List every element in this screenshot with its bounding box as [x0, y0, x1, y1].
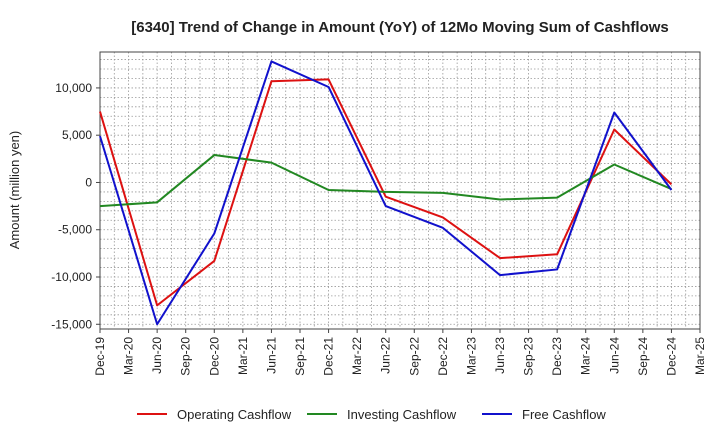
x-tick-label: Dec-22 — [436, 337, 450, 376]
x-tick-label: Mar-23 — [464, 337, 478, 375]
chart-title: [6340] Trend of Change in Amount (YoY) o… — [131, 19, 669, 36]
y-tick-label: -10,000 — [51, 270, 92, 284]
x-tick-label: Jun-21 — [264, 337, 278, 374]
x-tick-label: Dec-23 — [550, 337, 564, 376]
series-line-investing-cashflow — [99, 154, 672, 208]
series-lines — [99, 60, 673, 326]
x-tick-label: Sep-21 — [293, 337, 307, 376]
x-tick-label: Mar-25 — [693, 337, 707, 375]
x-tick-label: Sep-22 — [407, 337, 421, 376]
x-tick-label: Dec-20 — [207, 337, 221, 376]
x-tick-label: Sep-23 — [522, 337, 536, 376]
x-tick-label: Sep-24 — [636, 337, 650, 376]
y-tick-label: 5,000 — [62, 128, 92, 142]
y-tick-label: -15,000 — [51, 317, 92, 331]
x-tick-label: Jun-20 — [150, 337, 164, 374]
x-tick-label: Dec-24 — [664, 337, 678, 376]
plot-area-border — [99, 51, 701, 330]
x-tick-label: Jun-24 — [607, 337, 621, 374]
y-axis-ticks: 10,000 5,000 0 -5,000 -10,000 -15,000 — [51, 81, 100, 331]
y-axis-label: Amount (million yen) — [7, 131, 22, 250]
legend: Operating Cashflow Investing Cashflow Free… — [137, 407, 606, 422]
x-axis-ticks: Dec-19 Mar-20 Jun-20 Sep-20 Dec-20 Mar-21 Jun-… — [93, 329, 707, 376]
x-tick-label: Mar-22 — [350, 337, 364, 375]
x-tick-label: Mar-20 — [122, 337, 136, 375]
grid — [100, 52, 700, 329]
legend-label-operating-cashflow: Operating Cashflow — [177, 407, 292, 422]
x-tick-label: Mar-24 — [579, 337, 593, 375]
y-tick-label: 10,000 — [55, 81, 92, 95]
y-tick-label: -5,000 — [58, 223, 92, 237]
legend-label-free-cashflow: Free Cashflow — [522, 407, 606, 422]
x-tick-label: Dec-19 — [93, 337, 107, 376]
x-tick-label: Mar-21 — [236, 337, 250, 375]
x-tick-label: Dec-21 — [322, 337, 336, 376]
x-tick-label: Jun-22 — [379, 337, 393, 374]
y-tick-label: 0 — [85, 175, 92, 189]
series-line-operating-cashflow — [99, 78, 673, 307]
x-tick-label: Jun-23 — [493, 337, 507, 374]
series-line-free-cashflow — [99, 60, 673, 326]
x-tick-label: Sep-20 — [179, 337, 193, 376]
legend-label-investing-cashflow: Investing Cashflow — [347, 407, 457, 422]
